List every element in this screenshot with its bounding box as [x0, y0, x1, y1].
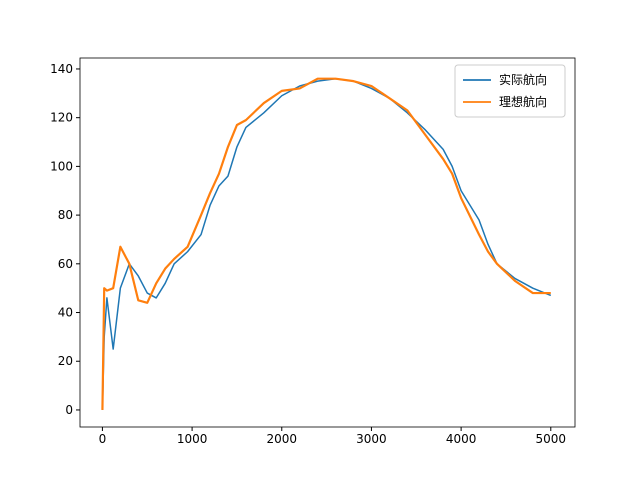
y-tick-label: 80 [58, 208, 73, 222]
plot-frame [79, 57, 576, 428]
x-tick-label: 4000 [446, 432, 477, 446]
y-tick-label: 100 [50, 159, 73, 173]
y-tick-label: 140 [50, 62, 73, 76]
x-tick-label: 1000 [177, 432, 208, 446]
y-tick-label: 0 [65, 403, 73, 417]
y-tick-label: 120 [50, 111, 73, 125]
y-tick-label: 20 [58, 354, 73, 368]
y-tick-label: 40 [58, 306, 73, 320]
x-tick-label: 0 [99, 432, 107, 446]
x-tick-label: 5000 [536, 432, 567, 446]
x-tick-label: 3000 [356, 432, 387, 446]
series-line [101, 77, 551, 410]
legend-box [454, 64, 566, 118]
x-tick-label: 2000 [266, 432, 297, 446]
y-tick-label: 60 [58, 257, 73, 271]
series-line [101, 77, 552, 410]
legend-label: 理想航向 [499, 94, 547, 109]
legend-label: 实际航向 [499, 72, 547, 87]
